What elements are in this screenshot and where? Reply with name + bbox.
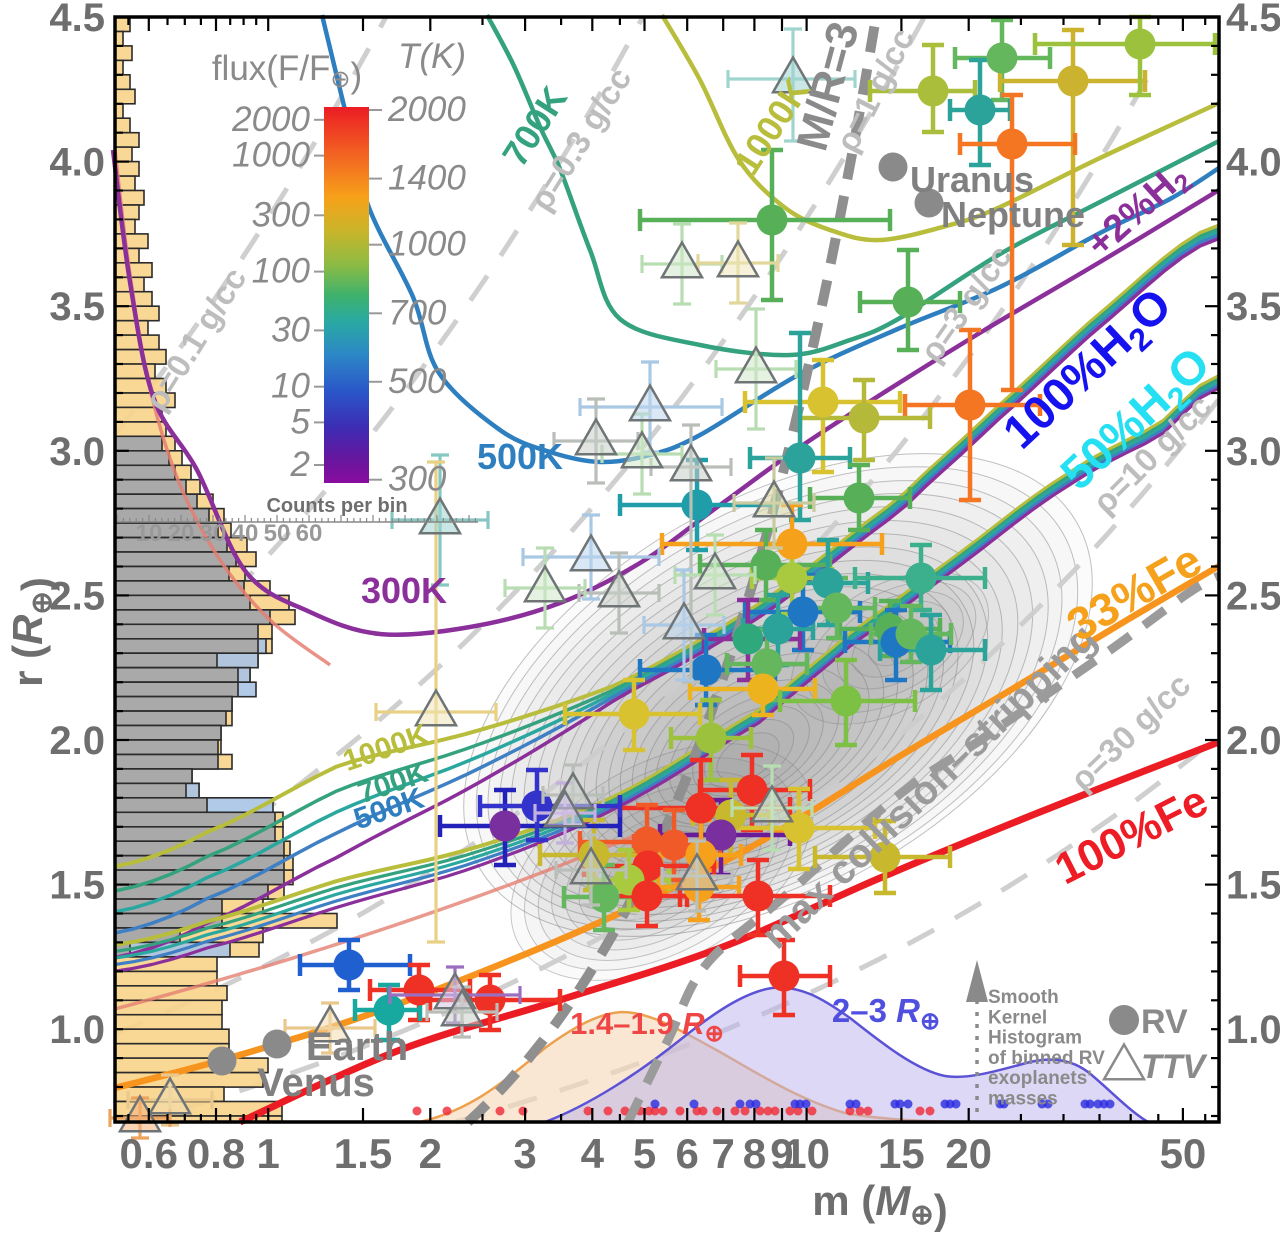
svg-text:500K: 500K <box>477 436 563 477</box>
svg-text:Earth: Earth <box>306 1025 408 1069</box>
svg-text:0.6: 0.6 <box>120 1130 178 1177</box>
svg-text:9: 9 <box>770 1130 793 1177</box>
svg-text:1.5: 1.5 <box>334 1130 392 1177</box>
svg-text:Venus: Venus <box>257 1061 375 1105</box>
svg-text:4.5: 4.5 <box>49 0 105 40</box>
svg-text:4.0: 4.0 <box>1226 141 1280 185</box>
svg-text:1.0: 1.0 <box>1226 1008 1280 1052</box>
svg-text:40: 40 <box>232 520 259 547</box>
svg-text:3.5: 3.5 <box>1226 285 1280 329</box>
svg-text:30: 30 <box>200 520 227 547</box>
svg-text:2: 2 <box>290 445 310 484</box>
svg-text:r (R⊕): r (R⊕) <box>4 577 60 687</box>
svg-text:Neptune: Neptune <box>941 194 1085 235</box>
svg-text:20: 20 <box>168 520 195 547</box>
svg-text:10: 10 <box>271 367 310 406</box>
svg-text:3.5: 3.5 <box>49 285 105 329</box>
svg-text:5: 5 <box>633 1130 656 1177</box>
svg-text:20: 20 <box>945 1130 992 1177</box>
svg-text:masses: masses <box>988 1089 1058 1110</box>
svg-text:2000: 2000 <box>387 90 466 129</box>
svg-text:Smooth: Smooth <box>988 987 1059 1008</box>
svg-text:50: 50 <box>264 520 291 547</box>
svg-text:2000: 2000 <box>231 100 310 139</box>
svg-text:4.5: 4.5 <box>1226 0 1280 40</box>
svg-text:RV: RV <box>1141 1003 1188 1041</box>
svg-text:3: 3 <box>513 1130 536 1177</box>
svg-text:1.0: 1.0 <box>49 1008 105 1052</box>
svg-text:3.0: 3.0 <box>1226 430 1280 474</box>
svg-text:2: 2 <box>419 1130 442 1177</box>
svg-text:100: 100 <box>252 252 311 291</box>
svg-text:exoplanets': exoplanets' <box>988 1068 1092 1089</box>
svg-text:50: 50 <box>1160 1130 1207 1177</box>
svg-text:1400: 1400 <box>388 159 466 198</box>
svg-text:Counts per bin: Counts per bin <box>266 495 407 517</box>
svg-text:0.8: 0.8 <box>187 1130 245 1177</box>
svg-text:2.0: 2.0 <box>49 719 105 763</box>
svg-text:4.0: 4.0 <box>49 141 105 185</box>
svg-text:of binned RV: of binned RV <box>988 1048 1105 1069</box>
svg-text:1000: 1000 <box>388 225 466 264</box>
svg-text:2.5: 2.5 <box>1226 574 1280 618</box>
svg-text:6: 6 <box>675 1130 698 1177</box>
svg-text:1.5: 1.5 <box>1226 864 1280 908</box>
svg-text:2.5: 2.5 <box>49 574 105 618</box>
svg-text:7: 7 <box>712 1130 735 1177</box>
svg-text:10: 10 <box>783 1130 830 1177</box>
svg-text:3.0: 3.0 <box>49 430 105 474</box>
svg-text:Kernel: Kernel <box>988 1007 1047 1028</box>
svg-text:Uranus: Uranus <box>910 159 1034 200</box>
svg-text:300K: 300K <box>361 570 447 611</box>
svg-text:5: 5 <box>291 402 311 441</box>
svg-text:1000: 1000 <box>232 136 310 175</box>
svg-text:T(K): T(K) <box>398 37 466 76</box>
svg-text:1.5: 1.5 <box>49 864 105 908</box>
svg-text:4: 4 <box>581 1130 605 1177</box>
svg-text:1.4–1.9 R⊕: 1.4–1.9 R⊕ <box>570 1006 724 1046</box>
svg-text:700: 700 <box>388 293 447 332</box>
svg-text:Histogram: Histogram <box>988 1028 1082 1049</box>
svg-text:15: 15 <box>878 1130 925 1177</box>
svg-text:2.0: 2.0 <box>1226 719 1280 763</box>
svg-text:10: 10 <box>136 520 163 547</box>
svg-text:1: 1 <box>257 1130 280 1177</box>
svg-text:8: 8 <box>743 1130 766 1177</box>
svg-text:60: 60 <box>296 520 323 547</box>
svg-text:300: 300 <box>388 460 447 499</box>
svg-text:30: 30 <box>271 310 310 349</box>
svg-text:300: 300 <box>252 195 311 234</box>
svg-text:TTV: TTV <box>1141 1048 1209 1086</box>
svg-text:500: 500 <box>388 362 447 401</box>
